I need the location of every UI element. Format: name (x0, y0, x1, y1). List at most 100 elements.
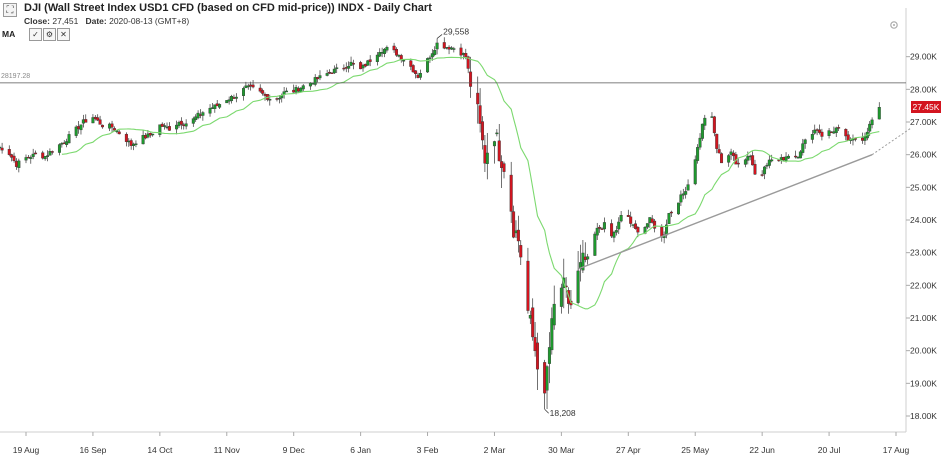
candle-body (827, 130, 831, 136)
candle-body (834, 127, 838, 133)
candle-body (696, 147, 700, 161)
candle-body (531, 307, 535, 338)
candle-body (91, 117, 95, 124)
candle-body (160, 123, 164, 127)
candle-body (545, 366, 549, 391)
candle-body (332, 68, 336, 74)
candle-body (117, 131, 121, 135)
ma-toggle-check-icon[interactable]: ✓ (29, 28, 42, 41)
chart-title: DJI (Wall Street Index USD1 CFD (based o… (24, 2, 432, 14)
ma-settings-gear-icon[interactable]: ⚙ (43, 28, 56, 41)
candle-body (877, 107, 881, 120)
x-tick-label: 20 Jul (818, 445, 841, 455)
candle-body (158, 124, 162, 135)
candle-body (435, 42, 439, 50)
y-tick-label: 25.00K (910, 182, 937, 192)
y-tick-label: 29.00K (910, 52, 937, 62)
ma-line (61, 56, 880, 310)
ma-remove-close-icon[interactable]: ✕ (57, 28, 70, 41)
candle-body (770, 159, 774, 162)
candle-body (351, 63, 355, 65)
x-tick-label: 11 Nov (214, 445, 241, 455)
candle-body (115, 130, 119, 132)
candle-body (268, 99, 272, 101)
x-tick-label: 16 Sep (79, 445, 106, 455)
chart-settings-icon[interactable] (889, 20, 899, 30)
candle-body (184, 123, 188, 127)
candle-body (863, 136, 867, 141)
candle-body (810, 134, 814, 140)
candle-body (703, 117, 707, 126)
candle-body (853, 138, 857, 140)
close-label: Close: (24, 16, 50, 26)
candle-body (361, 65, 365, 69)
candle-body (428, 57, 432, 59)
low-annotation-label: 18,208 (550, 408, 576, 418)
y-tick-label: 20.00K (910, 346, 937, 356)
candle-body (868, 123, 872, 132)
candle-body (717, 149, 721, 154)
candle-body (225, 100, 229, 104)
candle-body (535, 342, 539, 370)
candle-body (208, 107, 212, 114)
candle-body (763, 166, 767, 175)
candle-body (645, 223, 649, 228)
candle-body (552, 303, 556, 326)
candle-body (820, 131, 824, 137)
candle-body (519, 245, 523, 258)
x-tick-label: 9 Dec (283, 445, 306, 455)
candle-body (452, 48, 456, 50)
candle-body (378, 52, 382, 57)
candle-body (612, 232, 616, 238)
candle-body (414, 70, 418, 74)
date-value: 2020-08-13 (GMT+8) (109, 16, 190, 26)
candle-body (179, 120, 183, 125)
candle-body (392, 45, 396, 51)
y-tick-label: 24.00K (910, 215, 937, 225)
candle-body (476, 92, 480, 105)
candle-body (134, 143, 138, 145)
candle-body (650, 218, 654, 223)
last-price-tag: 27.45K (911, 101, 941, 113)
date-label: Date: (85, 16, 107, 26)
candle-body (258, 87, 262, 92)
candle-body (547, 347, 551, 364)
candle-body (24, 157, 28, 161)
candle-body (614, 230, 618, 233)
x-tick-label: 14 Oct (147, 445, 173, 455)
candle-body (492, 141, 496, 147)
x-tick-label: 22 Jun (749, 445, 775, 455)
candle-body (595, 227, 599, 236)
chart-subtitle: Close: 27,451 Date: 2020-08-13 (GMT+8) (24, 16, 189, 26)
candle-body (686, 184, 690, 191)
x-tick-label: 19 Aug (13, 445, 40, 455)
expand-icon[interactable]: ⛶ (3, 3, 17, 17)
candle-body (512, 211, 516, 238)
candle-body (402, 60, 406, 62)
candle-body (586, 256, 590, 260)
candle-body (335, 67, 339, 69)
y-tick-label: 19.00K (910, 378, 937, 388)
y-tick-label: 28.00K (910, 84, 937, 94)
candle-body (7, 149, 11, 155)
candle-body (234, 96, 238, 99)
candle-body (633, 223, 637, 229)
candle-body (715, 133, 719, 149)
candle-body (481, 121, 485, 141)
candle-body (79, 124, 83, 131)
candle-body (261, 90, 265, 94)
labels-layer: 18.00K 19.00K 20.00K 21.00K 22.00K 23.00K 24.0… (13, 26, 938, 455)
horizontal-line-label: 28197.28 (1, 73, 31, 80)
candle-body (100, 124, 104, 128)
candle-body (653, 220, 657, 229)
candles-layer (0, 37, 881, 410)
candle-body (720, 153, 724, 164)
candle-body (368, 59, 372, 62)
candle-body (110, 123, 114, 128)
candle-body (485, 152, 489, 164)
candle-body (29, 157, 33, 159)
candle-body (502, 163, 506, 172)
candle-body (509, 174, 513, 212)
candle-body (313, 77, 317, 85)
